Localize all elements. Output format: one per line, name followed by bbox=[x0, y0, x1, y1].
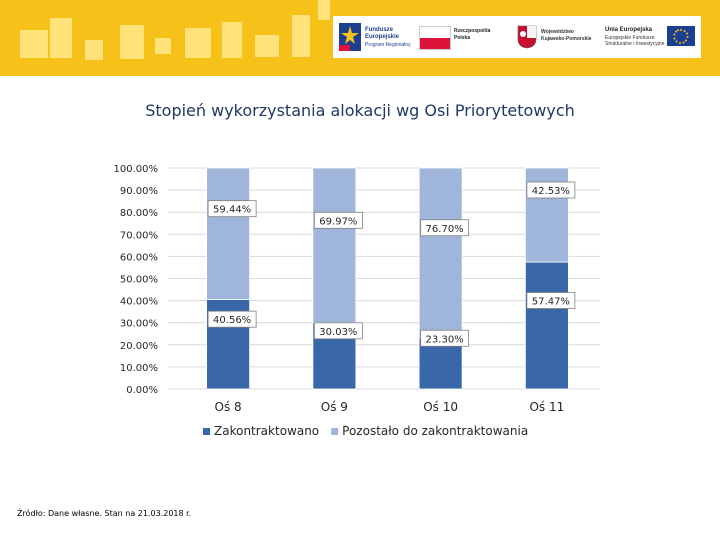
y-tick-label: 60.00% bbox=[120, 252, 158, 263]
banner-pattern-block bbox=[50, 18, 72, 58]
eu-flag-icon bbox=[667, 26, 695, 46]
y-tick-label: 100.00% bbox=[114, 164, 159, 175]
data-label: 40.56% bbox=[213, 315, 251, 326]
stacked-bar-chart: 0.00% 10.00% 20.00% 30.00% 40.00% 50.00% 60.00… bbox=[114, 164, 600, 438]
logo-text: Rzeczpospolita bbox=[454, 28, 491, 34]
kujawsko-pomorskie-logo: Województwo Kujawsko-Pomorskie bbox=[517, 20, 597, 54]
logo-text: Polska bbox=[454, 35, 471, 41]
banner-pattern-block bbox=[185, 28, 211, 58]
logo-text: Kujawsko-Pomorskie bbox=[541, 36, 592, 42]
data-label: 57.47% bbox=[532, 296, 570, 307]
fundusze-europejskie-logo: Fundusze Europejskie Program Regionalny bbox=[337, 20, 417, 54]
bar-segment bbox=[206, 167, 251, 300]
logo-text: Fundusze bbox=[365, 27, 393, 33]
banner-pattern-block bbox=[255, 35, 279, 57]
bar-segment bbox=[312, 167, 357, 324]
data-label-box bbox=[207, 200, 257, 218]
banner-pattern-block bbox=[222, 22, 242, 58]
banner-pattern-block bbox=[155, 38, 171, 54]
logo-strip: Fundusze Europejskie Program Regionalny … bbox=[333, 16, 701, 58]
banner-pattern-block bbox=[85, 40, 103, 60]
coat-of-arms-icon bbox=[517, 25, 537, 49]
data-label: 30.03% bbox=[319, 327, 357, 338]
data-label: 76.70% bbox=[426, 224, 464, 235]
y-tick-label: 30.00% bbox=[120, 319, 158, 330]
logo-text: Program Regionalny bbox=[365, 42, 411, 48]
logo-text: Strukturalne i Inwestycyjne bbox=[605, 41, 665, 47]
data-label: 59.44% bbox=[213, 205, 251, 216]
y-tick-label: 0.00% bbox=[126, 385, 158, 396]
data-label-box bbox=[313, 211, 363, 229]
logo-text: Europejskie Fundusze bbox=[605, 35, 655, 41]
y-tick-label: 80.00% bbox=[120, 208, 158, 219]
header-banner: Fundusze Europejskie Program Regionalny … bbox=[0, 0, 720, 76]
data-label: 23.30% bbox=[426, 334, 464, 345]
data-label-box bbox=[420, 329, 470, 347]
legend-swatch bbox=[331, 428, 339, 435]
legend-swatch bbox=[203, 428, 210, 435]
chart-title: Stopień wykorzystania alokacji wg Osi Pr… bbox=[145, 101, 575, 120]
banner-pattern-block bbox=[292, 15, 310, 57]
source-note: Źródło: Dane własne. Stan na 21.03.2018 … bbox=[17, 509, 192, 518]
bar-segment bbox=[524, 261, 569, 390]
banner-pattern-block bbox=[120, 25, 144, 59]
logo-text: Unia Europejska bbox=[605, 27, 653, 33]
data-label-box bbox=[526, 181, 576, 199]
data-label-box bbox=[313, 322, 363, 340]
x-tick-label: Oś 9 bbox=[321, 400, 348, 414]
y-tick-label: 70.00% bbox=[120, 230, 158, 241]
legend-label: Zakontraktowano bbox=[214, 424, 319, 438]
x-tick-label: Oś 8 bbox=[215, 400, 242, 414]
fundusze-star-icon bbox=[339, 23, 361, 51]
y-tick-label: 40.00% bbox=[120, 297, 158, 308]
y-tick-label: 20.00% bbox=[120, 341, 158, 352]
y-tick-label: 50.00% bbox=[120, 275, 158, 286]
data-label-box bbox=[526, 292, 576, 309]
x-tick-label: Oś 11 bbox=[529, 400, 564, 414]
banner-pattern-block bbox=[20, 30, 48, 58]
rzeczpospolita-polska-logo: Rzeczpospolita Polska bbox=[419, 20, 499, 54]
logo-text: Europejskie bbox=[365, 34, 400, 40]
unia-europejska-logo: Unia Europejska Europejskie Fundusze Str… bbox=[605, 20, 697, 54]
bar-segment bbox=[418, 167, 463, 338]
banner-pattern-block bbox=[318, 0, 330, 20]
y-tick-label: 10.00% bbox=[120, 363, 158, 374]
poland-flag-icon bbox=[419, 26, 451, 50]
y-tick-label: 90.00% bbox=[120, 186, 158, 197]
data-label: 69.97% bbox=[319, 216, 357, 227]
data-label-box bbox=[420, 219, 470, 237]
x-tick-label: Oś 10 bbox=[423, 400, 458, 414]
data-label: 42.53% bbox=[532, 186, 570, 197]
logo-text: Województwo bbox=[541, 29, 574, 35]
data-label-box bbox=[207, 310, 257, 328]
legend-label: Pozostało do zakontraktowania bbox=[342, 424, 528, 438]
